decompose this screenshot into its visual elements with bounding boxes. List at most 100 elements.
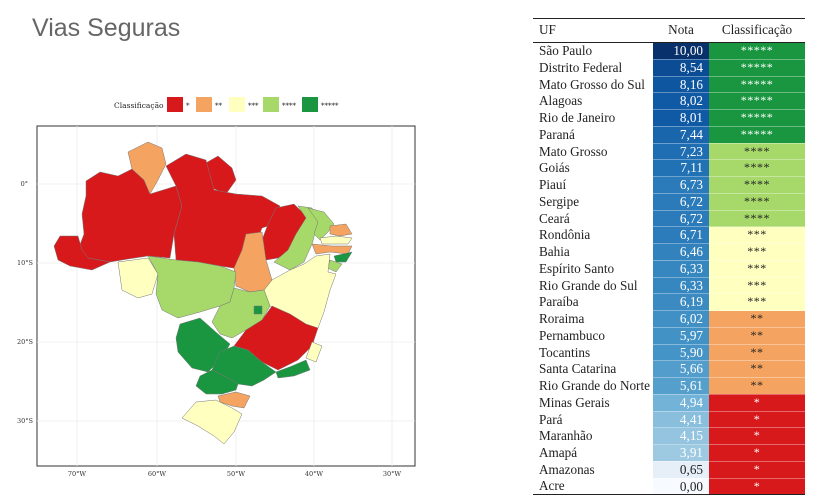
cell-classificacao: *** (709, 243, 805, 261)
cell-classificacao: ***** (709, 126, 805, 144)
legend-title: Classificação (114, 101, 164, 110)
cell-uf: Goiás (539, 160, 570, 176)
cell-classificacao: ** (709, 327, 805, 345)
cell-classificacao: **** (709, 176, 805, 194)
cell-nota: 6,33 (653, 277, 709, 295)
cell-nota: 6,71 (653, 226, 709, 244)
legend-swatch-1 (167, 97, 183, 112)
lon-label-40w: 40°W (305, 470, 324, 478)
cell-classificacao: ** (709, 344, 805, 362)
table-row: Goiás 7,11 **** (533, 159, 805, 177)
cell-uf: Rio Grande do Sul (539, 277, 638, 293)
state-espirito-santo (305, 341, 323, 363)
table-row: Rio Grande do Sul 6,33 *** (533, 277, 805, 295)
cell-uf: Amazonas (539, 461, 595, 477)
cell-classificacao: ***** (709, 76, 805, 94)
legend-label-3: *** (248, 102, 259, 110)
table-row: Alagoas 8,02 ***** (533, 92, 805, 110)
state-rio-de-janeiro (275, 359, 311, 379)
table-row: Maranhão 4,15 * (533, 427, 805, 445)
cell-nota: 6,46 (653, 243, 709, 261)
table-row: Ceará 6,72 **** (533, 210, 805, 228)
table-row: Minas Gerais 4,94 * (533, 394, 805, 412)
lon-label-50w: 50°W (227, 470, 246, 478)
state-parana (195, 369, 239, 395)
cell-classificacao: * (709, 394, 805, 412)
cell-classificacao: ** (709, 377, 805, 395)
cell-classificacao: * (709, 411, 805, 429)
cell-nota: 4,41 (653, 411, 709, 429)
table-row: São Paulo 10,00 ***** (533, 42, 805, 60)
cell-uf: Maranhão (539, 428, 593, 444)
cell-classificacao: ** (709, 360, 805, 378)
brazil-map: Classificação * ** *** **** ***** (0, 84, 420, 493)
cell-nota: 10,00 (653, 42, 709, 60)
table-row: Mato Grosso do Sul 8,16 ***** (533, 76, 805, 94)
state-paraiba (319, 235, 353, 245)
cell-nota: 6,02 (653, 310, 709, 328)
cell-nota: 8,02 (653, 92, 709, 110)
cell-nota: 6,33 (653, 260, 709, 278)
table-row: Paraíba 6,19 *** (533, 293, 805, 311)
lon-label-60w: 60°W (148, 470, 167, 478)
cell-classificacao: * (709, 478, 805, 495)
table-body: São Paulo 10,00 ***** Distrito Federal 8,54 *… (533, 42, 805, 495)
table-row: Espírito Santo 6,33 *** (533, 260, 805, 278)
table-row: Rio de Janeiro 8,01 ***** (533, 109, 805, 127)
lat-label-20s: 20°S (17, 338, 33, 346)
ranking-table: UF Nota Classificação São Paulo 10,00 ****… (533, 18, 805, 495)
ranking-table-container: UF Nota Classificação São Paulo 10,00 ****… (533, 18, 805, 495)
cell-nota: 5,66 (653, 360, 709, 378)
table-row: Pernambuco 5,97 ** (533, 327, 805, 345)
cell-uf: Pernambuco (539, 327, 605, 343)
state-rio-grande-do-sul (181, 399, 243, 445)
legend-swatch-4 (263, 97, 279, 112)
table-row: Sergipe 6,72 **** (533, 193, 805, 211)
cell-uf: Rio Grande do Norte (539, 378, 650, 393)
table-row: Amazonas 0,65 * (533, 461, 805, 479)
cell-classificacao: **** (709, 143, 805, 161)
cell-nota: 7,44 (653, 126, 709, 144)
table-row: Acre 0,00 * (533, 478, 805, 495)
cell-classificacao: **** (709, 210, 805, 228)
lat-label-10s: 10°S (17, 259, 33, 267)
state-acre (53, 235, 111, 271)
table-row: Rio Grande do Norte 5,61 ** (533, 377, 805, 395)
table-row: Amapá 3,91 * (533, 444, 805, 462)
cell-nota: 7,11 (653, 159, 709, 177)
state-ceara (307, 207, 335, 241)
legend-label-4: **** (282, 102, 297, 110)
map-legend: Classificação * ** *** **** ***** (114, 97, 339, 112)
cell-uf: Rio de Janeiro (539, 110, 616, 125)
cell-classificacao: ***** (709, 59, 805, 77)
cell-nota: 3,91 (653, 444, 709, 462)
cell-uf: Sergipe (539, 193, 580, 209)
cell-uf: São Paulo (539, 43, 593, 59)
cell-nota: 8,54 (653, 59, 709, 77)
cell-nota: 7,23 (653, 143, 709, 161)
state-rondonia (117, 257, 159, 299)
cell-nota: 0,65 (653, 461, 709, 479)
legend-label-2: ** (215, 102, 223, 110)
cell-classificacao: *** (709, 226, 805, 244)
cell-classificacao: * (709, 444, 805, 462)
cell-nota: 5,97 (653, 327, 709, 345)
cell-uf: Minas Gerais (539, 394, 610, 410)
cell-uf: Acre (533, 478, 653, 495)
cell-nota: 0,00 (653, 478, 709, 495)
state-alagoas (333, 251, 353, 263)
cell-nota: 6,72 (653, 193, 709, 211)
cell-uf: Bahia (539, 244, 570, 259)
legend-swatch-2 (196, 97, 212, 112)
cell-classificacao: **** (709, 159, 805, 177)
cell-nota: 4,15 (653, 427, 709, 445)
legend-label-1: * (186, 102, 190, 110)
cell-uf: Mato Grosso do Sul (539, 76, 645, 92)
table-row: Rondônia 6,71 *** (533, 226, 805, 244)
cell-uf: Roraima (539, 311, 585, 326)
cell-uf: Pará (539, 411, 563, 427)
legend-label-5: ***** (321, 102, 339, 110)
header-nota: Nota (653, 18, 709, 43)
cell-uf: Piauí (539, 177, 567, 192)
table-row: Santa Catarina 5,66 ** (533, 360, 805, 378)
